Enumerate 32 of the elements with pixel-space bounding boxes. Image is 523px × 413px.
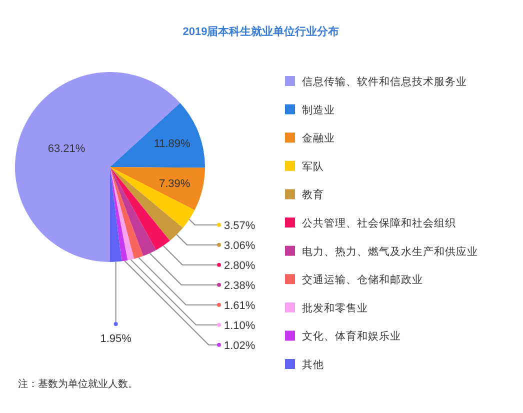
legend-label: 制造业 [302, 103, 335, 116]
chart-title: 2019届本科生就业单位行业分布 [182, 25, 340, 38]
legend-label: 军队 [302, 160, 324, 173]
pie-slice [110, 167, 144, 259]
pie-slice [110, 167, 205, 210]
legend-label: 教育 [302, 188, 324, 202]
legend-label: 其他 [302, 358, 324, 371]
pie-slice [110, 167, 128, 262]
data-label: 11.89% [154, 138, 191, 150]
legend-label: 文化、体育和娱乐业 [302, 330, 401, 343]
pie-slice [110, 167, 134, 260]
data-label: 1.95% [100, 333, 132, 345]
pie-slice [110, 167, 195, 228]
legend-label: 信息传输、软件和信息技术服务业 [302, 75, 467, 88]
legend-label: 公共管理、社会保障和社会组织 [302, 216, 456, 230]
data-label: 1.10% [224, 320, 256, 332]
pie-slice [110, 167, 156, 256]
data-label: 7.39% [159, 178, 190, 190]
pie-slice [110, 102, 205, 168]
data-label: 2.80% [224, 260, 256, 272]
legend-label: 交通运输、仓储和邮政业 [302, 273, 423, 286]
legend-label: 电力、热力、燃气及水生产和供应业 [302, 244, 478, 258]
legend-label: 批发和零售业 [302, 301, 368, 314]
data-label: 1.02% [224, 340, 256, 352]
data-label: 1.61% [224, 300, 256, 312]
pie-slice [110, 167, 122, 262]
text: 注：基数为单位就业人数。 [18, 378, 138, 390]
data-label: 63.21% [48, 142, 86, 155]
data-label: 2.38% [224, 280, 256, 292]
data-label: 3.57% [224, 220, 256, 232]
data-label: 3.06% [224, 240, 256, 252]
legend-label: 金融业 [302, 132, 335, 145]
